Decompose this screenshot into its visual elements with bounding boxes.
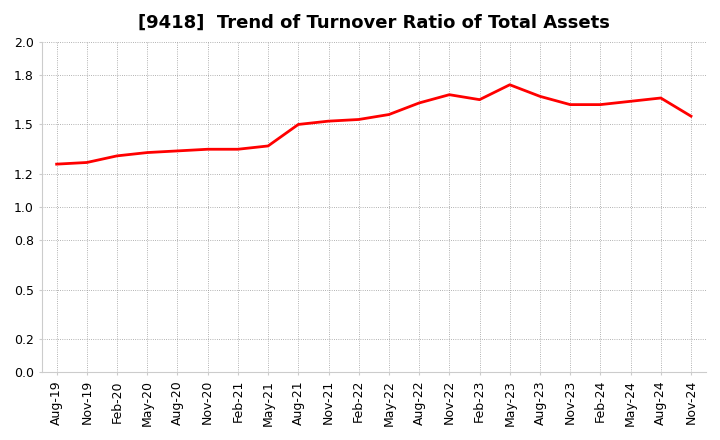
Title: [9418]  Trend of Turnover Ratio of Total Assets: [9418] Trend of Turnover Ratio of Total … (138, 14, 610, 32)
